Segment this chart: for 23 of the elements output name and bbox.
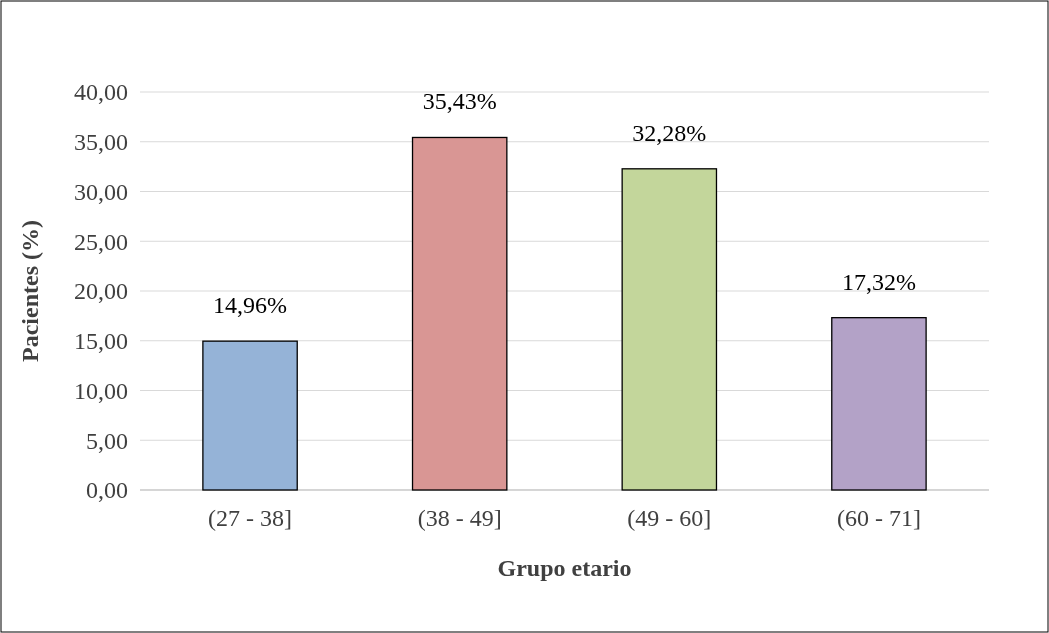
data-label: 32,28% (632, 119, 707, 146)
bar (202, 340, 298, 491)
y-tick-label: 15,00 (74, 328, 128, 355)
bar (621, 168, 718, 491)
data-label: 35,43% (422, 88, 497, 115)
y-tick-label: 20,00 (74, 278, 128, 305)
data-label: 14,96% (213, 292, 288, 319)
y-tick-label: 5,00 (86, 427, 128, 454)
y-tick-label: 40,00 (74, 79, 128, 106)
y-tick-label: 10,00 (74, 377, 128, 404)
data-label: 17,32% (841, 268, 916, 295)
y-tick-label: 30,00 (74, 178, 128, 205)
x-tick-label: (49 - 60] (627, 505, 712, 531)
y-tick-label: 35,00 (74, 129, 128, 156)
x-axis-title: Grupo etario (497, 555, 632, 581)
y-axis-title: Pacientes (%) (17, 220, 43, 362)
y-tick-label: 25,00 (74, 228, 128, 255)
bar (411, 136, 508, 491)
bar (831, 317, 927, 491)
x-tick-label: (38 - 49] (417, 505, 502, 531)
x-tick-label: (60 - 71] (836, 505, 921, 531)
x-tick-label: (27 - 38] (208, 505, 293, 531)
y-tick-label: 0,00 (86, 477, 128, 504)
